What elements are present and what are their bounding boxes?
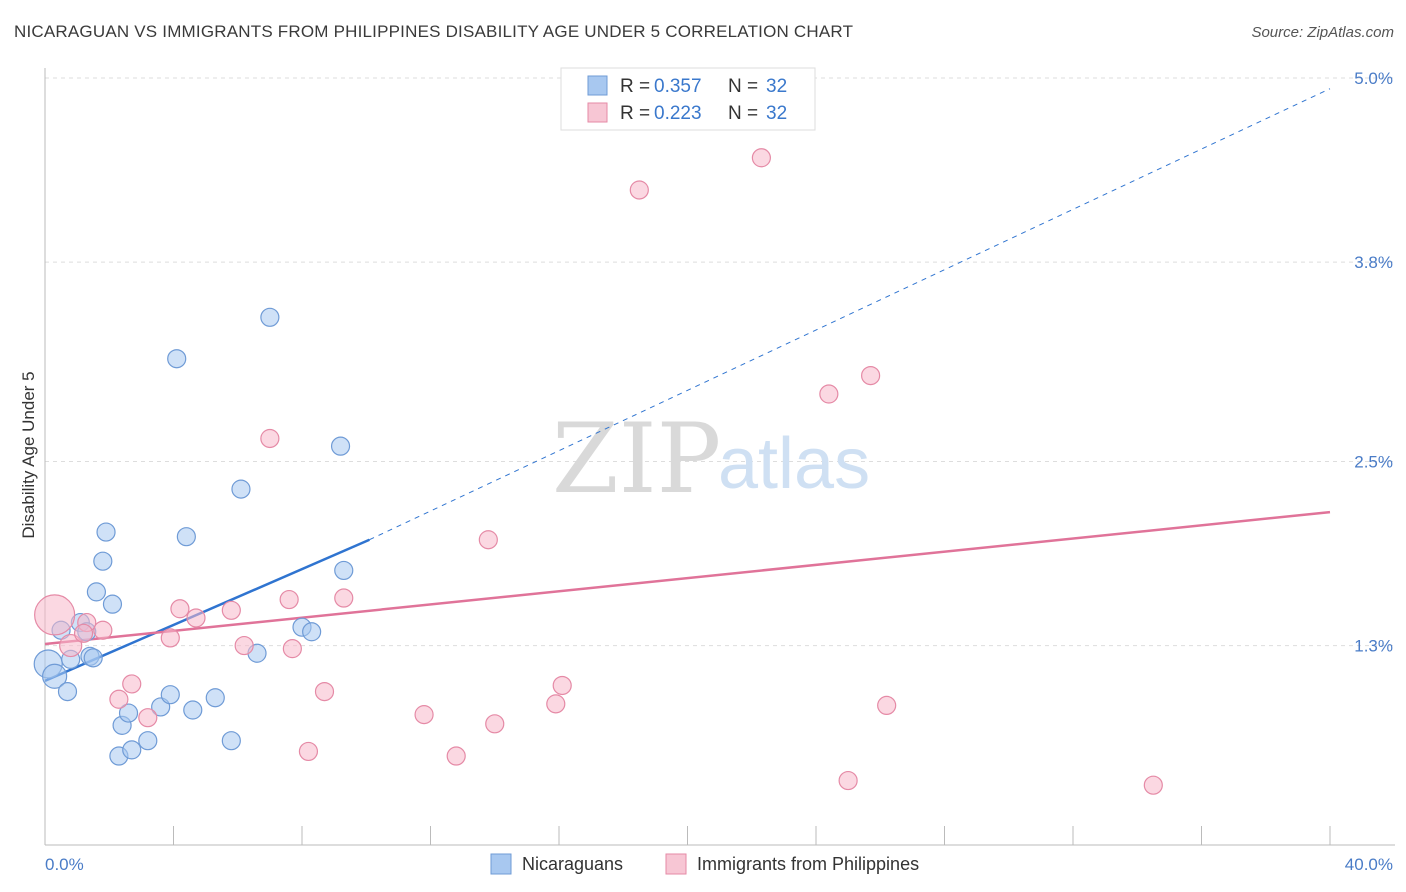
bottom-legend-swatch-nicaraguans <box>490 853 512 875</box>
philippines-point-30 <box>1143 775 1163 795</box>
nicaraguan-point-6 <box>83 648 103 668</box>
nicaraguan-point-17 <box>160 685 180 705</box>
nicaraguan-point-15 <box>138 731 158 751</box>
legend-n-label-2: N = <box>728 103 758 124</box>
chart-title: NICARAGUAN VS IMMIGRANTS FROM PHILIPPINE… <box>14 22 854 41</box>
philippines-point-20 <box>478 530 498 550</box>
philippines-point-25 <box>751 148 771 168</box>
y-tick-label-1: 2.5% <box>1354 453 1393 472</box>
philippines-point-6 <box>138 708 158 728</box>
philippines-point-8 <box>170 599 190 619</box>
nicaraguan-point-7 <box>86 582 107 602</box>
trendline-nicaraguans-extension <box>369 88 1331 541</box>
nicaraguan-point-28 <box>330 436 351 456</box>
nicaraguan-point-22 <box>221 731 241 751</box>
philippines-point-10 <box>221 600 241 620</box>
x-tick-labels: 0.0% 40.0% <box>45 855 1393 874</box>
philippines-point-13 <box>279 589 299 610</box>
nicaraguan-point-19 <box>176 527 196 547</box>
nicaraguan-point-20 <box>183 700 203 720</box>
philippines-point-27 <box>838 770 858 791</box>
legend-n-value-2: 32 <box>766 103 787 124</box>
legend: R = 0.357 N = 32 R = 0.223 N = 32 <box>560 67 816 131</box>
bottom-legend-label-nicaraguans: Nicaraguans <box>522 854 623 874</box>
legend-n-value-1: 32 <box>766 76 787 97</box>
legend-r-label-2: R = <box>620 103 650 124</box>
y-tick-label-2: 3.8% <box>1354 253 1393 272</box>
philippines-point-29 <box>877 695 897 716</box>
legend-swatch-nicaraguans <box>587 75 608 96</box>
philippines-point-4 <box>109 689 129 709</box>
nicaraguan-point-27 <box>302 622 322 642</box>
legend-swatch-philippines <box>587 102 608 123</box>
philippines-point-12 <box>260 428 280 449</box>
philippines-point-15 <box>298 741 319 762</box>
nicaraguan-point-21 <box>205 688 225 708</box>
philippines-point-5 <box>122 674 142 694</box>
legend-r-value-1: 0.357 <box>654 76 702 97</box>
nicaraguan-point-25 <box>260 307 280 327</box>
watermark-atlas: atlas <box>718 424 870 504</box>
philippines-point-11 <box>234 635 254 656</box>
nicaraguan-point-18 <box>167 349 187 369</box>
series-1 <box>34 148 1163 795</box>
legend-n-label-1: N = <box>728 76 758 97</box>
watermark: ZIP atlas <box>552 403 870 515</box>
nicaraguan-point-29 <box>334 560 354 581</box>
philippines-point-19 <box>446 746 466 766</box>
nicaraguan-point-2 <box>57 681 78 702</box>
philippines-point-3 <box>93 620 113 640</box>
y-tick-labels: 1.3% 2.5% 3.8% 5.0% <box>1354 69 1393 656</box>
philippines-point-7 <box>160 628 180 648</box>
nicaraguan-point-14 <box>122 740 142 760</box>
philippines-point-14 <box>282 639 302 659</box>
philippines-point-22 <box>546 694 566 714</box>
y-tick-label-3: 5.0% <box>1354 69 1393 88</box>
watermark-zip: ZIP <box>552 403 721 515</box>
nicaraguan-point-23 <box>231 479 251 499</box>
series-0 <box>33 307 354 766</box>
philippines-point-21 <box>485 714 505 734</box>
gridlines <box>45 77 1395 647</box>
philippines-point-16 <box>314 681 335 702</box>
x-tick-label-1: 40.0% <box>1345 855 1393 874</box>
philippines-point-1 <box>59 633 83 658</box>
y-axis-label: Disability Age Under 5 <box>19 371 38 538</box>
philippines-point-9 <box>186 608 206 628</box>
data-points <box>33 148 1163 795</box>
philippines-point-24 <box>629 180 649 200</box>
x-tick-label-0: 0.0% <box>45 855 84 874</box>
trendline-philippines <box>44 510 1331 646</box>
philippines-point-0 <box>34 594 76 636</box>
philippines-point-17 <box>334 588 354 608</box>
philippines-point-23 <box>552 675 572 696</box>
y-tick-label-0: 1.3% <box>1354 637 1393 656</box>
bottom-legend-swatch-philippines <box>665 853 687 875</box>
philippines-point-18 <box>414 705 434 725</box>
philippines-point-28 <box>861 365 881 386</box>
legend-r-value-2: 0.223 <box>654 103 702 124</box>
nicaraguan-point-9 <box>96 522 116 542</box>
nicaraguan-point-1 <box>42 663 68 689</box>
legend-r-label-1: R = <box>620 76 650 97</box>
nicaraguan-point-13 <box>118 703 139 723</box>
bottom-legend: Nicaraguans Immigrants from Philippines <box>490 853 919 875</box>
axes <box>44 68 1395 846</box>
source-label: Source: ZipAtlas.com <box>1251 24 1394 41</box>
trendlines <box>44 88 1331 683</box>
philippines-point-31 <box>73 623 94 643</box>
bottom-legend-label-philippines: Immigrants from Philippines <box>697 854 919 874</box>
nicaraguan-point-8 <box>93 551 113 571</box>
philippines-point-26 <box>819 384 839 404</box>
nicaraguan-point-10 <box>102 594 123 614</box>
